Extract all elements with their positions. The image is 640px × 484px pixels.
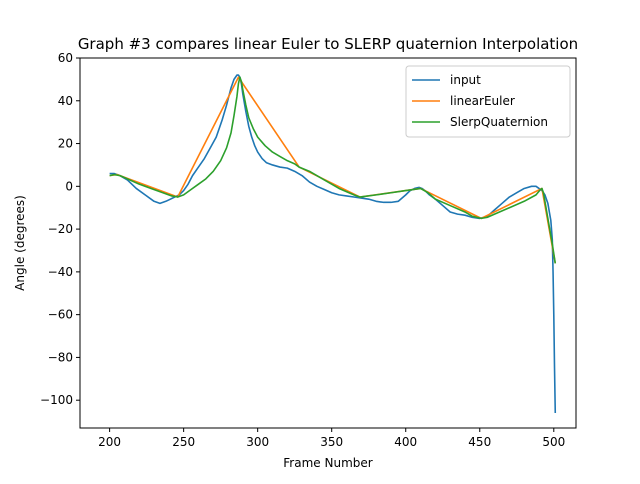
y-tick-label: −60 <box>48 308 73 322</box>
legend-label-input: input <box>450 73 481 87</box>
x-tick-label: 300 <box>246 435 269 449</box>
series-line-SlerpQuaternion <box>109 76 557 264</box>
y-tick-label: −100 <box>40 393 73 407</box>
x-tick-label: 500 <box>542 435 565 449</box>
y-tick-label: −80 <box>48 350 73 364</box>
x-tick-label: 200 <box>98 435 121 449</box>
y-tick-label: 20 <box>58 137 73 151</box>
y-tick-label: 60 <box>58 51 73 65</box>
x-tick-label: 250 <box>172 435 195 449</box>
y-tick-label: 40 <box>58 94 73 108</box>
y-tick-label: −40 <box>48 265 73 279</box>
legend: input linearEuler SlerpQuaternion <box>405 65 571 138</box>
legend-box <box>405 65 571 138</box>
x-tick-label: 450 <box>468 435 491 449</box>
chart-title: Graph #3 compares linear Euler to SLERP … <box>78 35 578 53</box>
x-tick-label: 400 <box>394 435 417 449</box>
x-tick-label: 350 <box>320 435 343 449</box>
plot-lines <box>109 74 557 414</box>
series-line-input <box>109 74 557 414</box>
x-axis-label: Frame Number <box>283 456 372 470</box>
y-axis: 60 40 20 0 −20 −40 −60 −80 −100 <box>40 51 80 407</box>
x-axis: 200 250 300 350 400 450 500 <box>98 428 565 449</box>
legend-label-linearEuler: linearEuler <box>450 94 515 108</box>
y-tick-label: −20 <box>48 222 73 236</box>
y-axis-label: Angle (degrees) <box>13 195 27 291</box>
legend-label-SlerpQuaternion: SlerpQuaternion <box>450 115 548 129</box>
plot-area-frame <box>79 57 577 429</box>
y-tick-label: 0 <box>65 179 73 193</box>
